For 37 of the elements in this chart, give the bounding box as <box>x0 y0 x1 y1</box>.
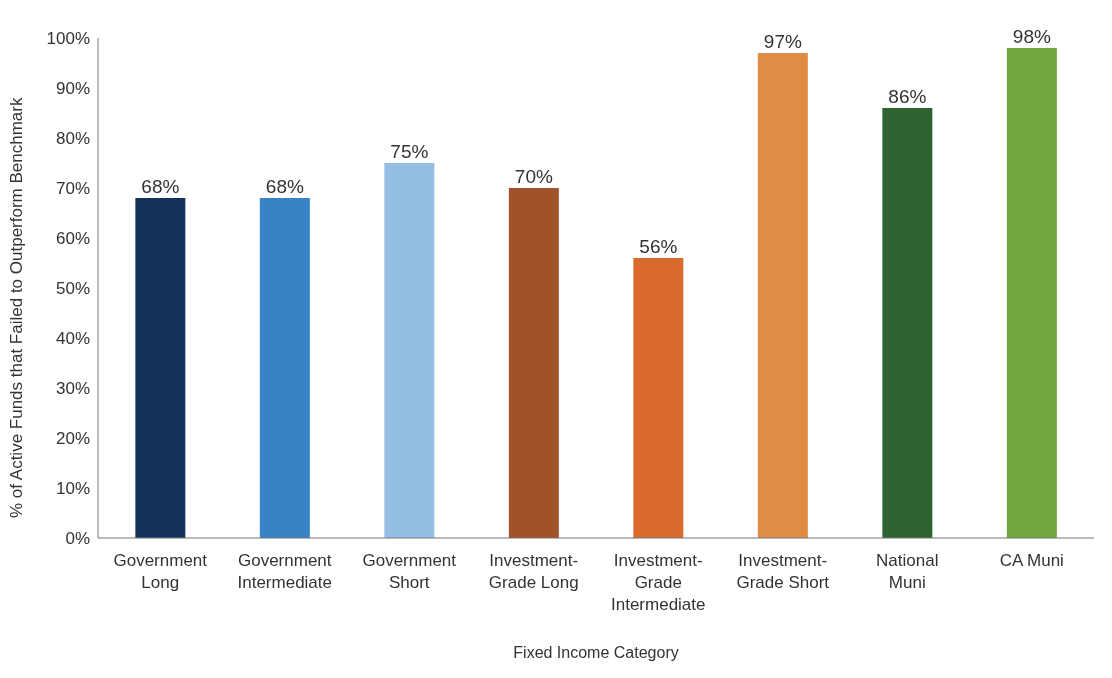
bar <box>135 198 186 538</box>
bar <box>882 108 933 538</box>
y-tick-label: 80% <box>55 129 90 149</box>
y-tick-label: 10% <box>55 479 90 499</box>
x-tick-label: Government Long <box>113 551 208 592</box>
y-tick-label: 70% <box>55 179 90 199</box>
x-tick-label: Government Intermediate <box>237 551 332 592</box>
y-tick-label: 20% <box>55 429 90 449</box>
y-tick-label: 100% <box>46 29 90 49</box>
data-label: 68% <box>265 176 304 197</box>
data-label: 75% <box>390 141 429 162</box>
bar <box>1006 48 1057 538</box>
data-label: 70% <box>514 166 553 187</box>
data-label: 97% <box>763 31 802 52</box>
bar <box>757 53 808 538</box>
bar <box>508 188 559 538</box>
y-tick-label: 40% <box>55 329 90 349</box>
data-label: 56% <box>639 236 678 257</box>
x-tick-label: Investment- Grade Short <box>736 551 830 592</box>
y-tick-label: 50% <box>55 279 90 299</box>
x-tick-label: Investment- Grade Long <box>488 551 579 592</box>
x-tick-label: National Muni <box>876 551 939 592</box>
bar <box>633 258 684 538</box>
data-label: 98% <box>1012 26 1051 47</box>
x-tick-label: CA Muni <box>999 551 1064 570</box>
data-label: 86% <box>888 86 927 107</box>
x-tick-label: Investment- Grade Intermediate <box>611 551 706 614</box>
y-tick-label: 90% <box>55 79 90 99</box>
bar <box>384 163 435 538</box>
x-tick-label: Government Short <box>362 551 457 592</box>
x-axis-title: Fixed Income Category <box>513 644 679 661</box>
y-axis-title: % of Active Funds that Failed to Outperform Benchmark <box>7 97 27 518</box>
y-tick-label: 60% <box>55 229 90 249</box>
data-label: 68% <box>141 176 180 197</box>
y-tick-label: 0% <box>65 529 90 549</box>
bar <box>259 198 310 538</box>
y-tick-label: 30% <box>55 379 90 399</box>
